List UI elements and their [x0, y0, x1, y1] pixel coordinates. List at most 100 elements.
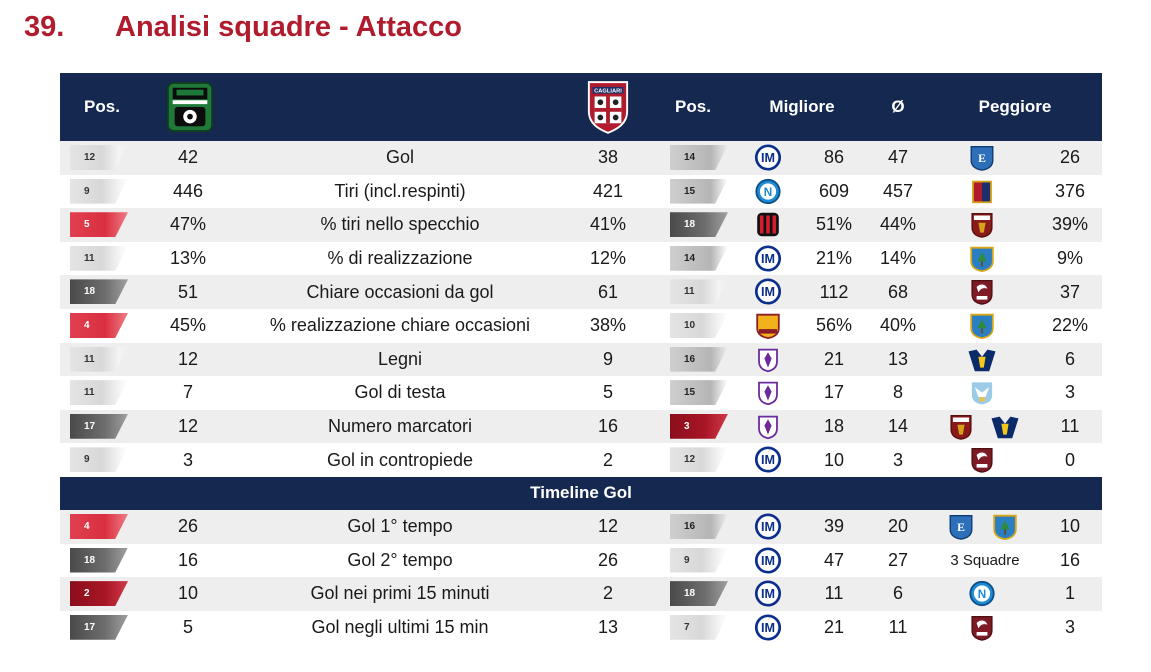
page-title: Analisi squadre - Attacco [115, 10, 463, 43]
napoli-crest-icon: N [750, 178, 786, 205]
worst-header: Peggiore [978, 97, 1052, 116]
value-home: 51 [177, 281, 199, 302]
avg-value: 3 [892, 449, 903, 470]
inter-crest-icon: IM [750, 614, 786, 641]
table-row: 4 26 Gol 1° tempo 12 16 IM 39 20 E 10 [60, 509, 1102, 544]
value-home: 47% [169, 214, 207, 235]
svg-text:IM: IM [761, 285, 775, 299]
rank-badge-away: 3 [670, 413, 728, 439]
inter-crest-icon: IM [750, 278, 786, 305]
value-away: 26 [597, 549, 619, 570]
table-row: 2 10 Gol nei primi 15 minuti 2 18 IM 11 6 N 1 [60, 577, 1102, 611]
value-home: 26 [177, 516, 199, 537]
salernitana-crest-icon [964, 278, 1000, 306]
rank-badge-away: 18 [670, 581, 728, 607]
inter-crest-icon: IM [750, 580, 786, 607]
value-home: 13% [169, 248, 207, 269]
table-row: 9 446 Tiri (incl.respinti) 421 15 N 609 457 376 [60, 175, 1102, 209]
rank-badge-home: 17 [70, 413, 128, 439]
worst-value: 37 [1059, 281, 1081, 302]
best-value: 17 [823, 382, 845, 403]
worst-value: 3 [1064, 382, 1075, 403]
rank-badge-away: 14 [670, 245, 728, 271]
table-row: 5 47% % tiri nello specchio 41% 18 51% 44% 39% [60, 208, 1102, 242]
avg-value: 44% [879, 214, 917, 235]
sassuolo-crest-icon [162, 73, 218, 141]
avg-header: Ø [891, 97, 905, 116]
value-away: 5 [602, 382, 613, 403]
torino-crest-icon [943, 413, 979, 440]
value-away: 13 [597, 617, 619, 638]
rank-badge-home: 4 [70, 312, 128, 338]
rank-badge-away: 16 [670, 513, 728, 539]
table-row: 9 3 Gol in contropiede 2 12 IM 10 3 0 [60, 443, 1102, 477]
best-header: Migliore [769, 97, 835, 116]
salernitana-crest-icon [964, 614, 1000, 641]
best-value: 56% [815, 315, 853, 336]
pos-header: Pos. [84, 97, 120, 116]
best-value: 86 [823, 147, 845, 168]
value-home: 446 [172, 180, 204, 201]
worst-value: 11 [1060, 416, 1080, 437]
metric-label: Gol nei primi 15 minuti [310, 583, 490, 604]
worst-value: 9% [1056, 248, 1083, 269]
attack-rows: 12 42 Gol 38 14 IM 86 47 E 26 9 446 Tiri (incl.respi… [60, 141, 1102, 477]
table-row: 17 12 Numero marcatori 16 3 18 14 11 [60, 409, 1102, 444]
rank-badge-away: 15 [670, 380, 728, 406]
empoli-crest-icon: E [964, 144, 1000, 171]
table-row: 17 5 Gol negli ultimi 15 min 13 7 IM 21 11 3 [60, 611, 1102, 645]
rank-badge-home: 17 [70, 614, 128, 640]
inter-crest-icon: IM [750, 144, 786, 171]
best-value: 10 [823, 449, 845, 470]
best-value: 11 [824, 583, 844, 604]
avg-value: 14 [887, 416, 909, 437]
metric-label: % tiri nello specchio [320, 214, 480, 235]
svg-text:IM: IM [761, 587, 775, 601]
worst-value: 10 [1059, 516, 1081, 537]
inter-crest-icon: IM [750, 446, 786, 473]
worst-value: 22% [1051, 315, 1089, 336]
pos2-header: Pos. [675, 97, 711, 116]
value-home: 42 [177, 147, 199, 168]
metric-label: Gol 1° tempo [347, 516, 453, 537]
metric-label: Gol 2° tempo [347, 549, 453, 570]
value-away: 38% [589, 315, 627, 336]
svg-text:IM: IM [761, 252, 775, 266]
rank-badge-home: 12 [70, 145, 128, 170]
avg-value: 40% [879, 315, 917, 336]
avg-value: 47 [887, 147, 909, 168]
rank-badge-away: 9 [670, 547, 728, 573]
salernitana-crest-icon [964, 446, 1000, 474]
value-away: 12% [589, 248, 627, 269]
table-row: 11 7 Gol di testa 5 15 17 8 3 [60, 376, 1102, 410]
section-timeline-gol: Timeline Gol [60, 476, 1102, 510]
avg-value: 14% [879, 248, 917, 269]
metric-label: Chiare occasioni da gol [306, 281, 494, 302]
worst-value: 39% [1051, 214, 1089, 235]
svg-text:IM: IM [761, 554, 775, 568]
inter-crest-icon: IM [750, 245, 786, 272]
svg-text:IM: IM [761, 453, 775, 467]
avg-value: 27 [887, 549, 909, 570]
lecce-crest-icon [987, 513, 1023, 540]
svg-text:IM: IM [761, 151, 775, 165]
avg-value: 6 [892, 583, 903, 604]
rank-badge-away: 18 [670, 212, 728, 238]
section-label: Timeline Gol [530, 483, 632, 503]
value-away: 16 [597, 416, 619, 437]
metric-label: Gol di testa [354, 382, 446, 403]
lazio-crest-icon [964, 379, 1000, 406]
table-header: Pos. CAGLIARI [60, 73, 1102, 141]
worst-value: 376 [1054, 180, 1086, 201]
timeline-rows: 4 26 Gol 1° tempo 12 16 IM 39 20 E 10 18 16 Gol 2° t… [60, 509, 1102, 645]
fiorentina-crest-icon [750, 413, 786, 440]
metric-label: Gol negli ultimi 15 min [311, 617, 489, 638]
value-home: 12 [177, 416, 199, 437]
table-row: 12 42 Gol 38 14 IM 86 47 E 26 [60, 141, 1102, 175]
metric-label: Gol [385, 147, 414, 168]
value-home: 10 [177, 583, 199, 604]
avg-value: 11 [888, 617, 908, 638]
rank-badge-home: 11 [70, 245, 128, 271]
avg-value: 68 [887, 281, 909, 302]
metric-label: Legni [377, 348, 423, 369]
